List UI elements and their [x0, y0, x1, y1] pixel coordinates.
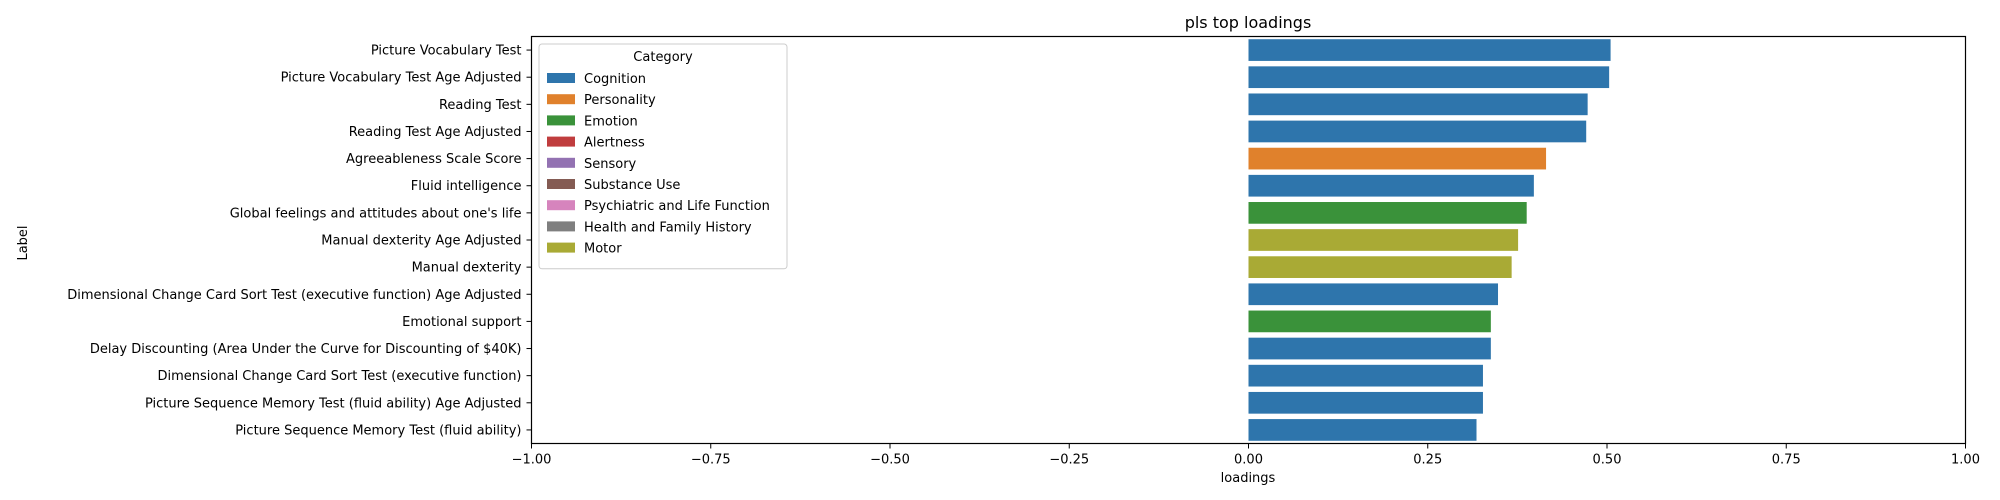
legend-swatch [547, 221, 575, 232]
bar [1248, 147, 1547, 170]
bar [1248, 256, 1512, 278]
x-ticks: −1.00 −0.75 −0.50 −0.25 0.00 0.25 0.50 0.75 1.00 [512, 443, 1980, 468]
y-tick-label: Picture Sequence Memory Test (fluid abil… [145, 396, 522, 411]
legend-swatch [547, 73, 575, 83]
legend-entry-label: Cognition [584, 72, 646, 87]
y-tick-label: Delay Discounting (Area Under the Curve … [90, 342, 522, 357]
legend-swatch [547, 115, 575, 126]
legend-entry-label: Substance Use [584, 178, 680, 193]
legend-entry-label: Sensory [584, 157, 637, 172]
bar [1248, 66, 1610, 89]
legend-swatch [547, 242, 575, 253]
bar [1248, 310, 1491, 333]
legend-entry-label: Health and Family History [584, 220, 752, 235]
y-tick-label: Picture Vocabulary Test Age Adjusted [281, 71, 522, 86]
legend-entry-label: Psychiatric and Life Function [584, 199, 770, 214]
legend-entry-label: Motor [584, 242, 622, 257]
bar [1248, 174, 1534, 197]
legend-swatch [547, 94, 575, 105]
y-tick-label: Dimensional Change Card Sort Test (execu… [67, 288, 521, 303]
x-tick-label: −0.25 [1049, 453, 1089, 468]
legend-title: Category [633, 50, 693, 65]
legend-entry-label: Emotion [584, 114, 638, 129]
x-axis-label: loadings [1221, 471, 1276, 486]
x-tick-label: −1.00 [512, 453, 552, 468]
bar [1248, 120, 1587, 143]
chart-title: pls top loadings [1185, 13, 1312, 32]
y-tick-label: Manual dexterity Age Adjusted [321, 234, 521, 249]
y-tick-labels: Picture Vocabulary Test Picture Vocabular… [67, 44, 532, 438]
legend: Category Cognition Personality Emotion Alert… [538, 43, 788, 270]
legend-swatch [547, 179, 575, 189]
legend-entry-label: Personality [584, 93, 656, 108]
bar [1248, 229, 1519, 251]
legend-box [538, 43, 788, 270]
x-tick-label: 0.50 [1593, 453, 1622, 468]
bar [1248, 283, 1499, 306]
bars-group [1248, 39, 1611, 441]
y-tick-label: Picture Vocabulary Test [371, 44, 522, 59]
y-tick-label: Emotional support [402, 315, 521, 330]
y-tick-label: Agreeableness Scale Score [346, 152, 521, 167]
x-tick-label: 0.25 [1413, 453, 1442, 468]
bar [1248, 364, 1483, 387]
bar [1248, 337, 1491, 360]
y-axis-label: Label [16, 225, 31, 260]
x-tick-label: −0.50 [870, 453, 910, 468]
y-tick-label: Reading Test Age Adjusted [349, 125, 522, 140]
bar [1248, 39, 1611, 61]
legend-entry-label: Alertness [584, 136, 645, 151]
x-tick-label: 1.00 [1951, 453, 1980, 468]
y-tick-label: Fluid intelligence [411, 179, 522, 194]
x-tick-label: 0.00 [1234, 453, 1263, 468]
legend-swatch [547, 136, 575, 147]
bar [1248, 202, 1527, 224]
x-tick-label: −0.75 [691, 453, 731, 468]
y-tick-label: Dimensional Change Card Sort Test (execu… [158, 369, 522, 384]
bar [1248, 391, 1483, 414]
x-tick-label: 0.75 [1772, 453, 1801, 468]
y-tick-label: Picture Sequence Memory Test (fluid abil… [235, 423, 521, 438]
bar [1248, 93, 1588, 116]
bar [1248, 419, 1477, 441]
legend-swatch [547, 157, 575, 168]
legend-swatch [547, 200, 575, 211]
y-tick-label: Manual dexterity [412, 261, 522, 276]
plot-frame [530, 35, 1967, 445]
y-tick-label: Reading Test [439, 98, 522, 113]
y-tick-label: Global feelings and attitudes about one'… [230, 206, 522, 221]
